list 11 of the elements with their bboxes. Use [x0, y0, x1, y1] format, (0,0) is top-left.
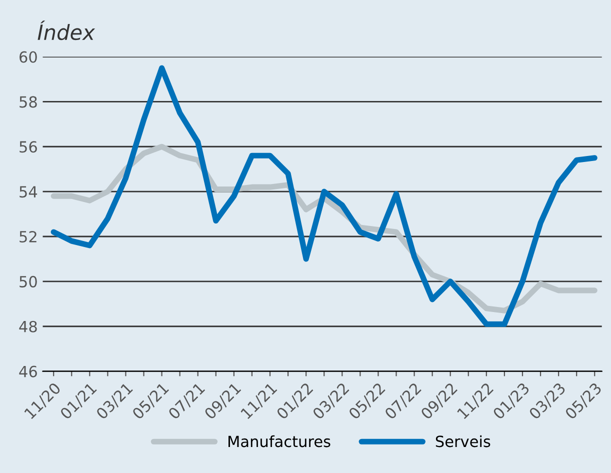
y-tick-label: 54: [20, 186, 38, 198]
y-tick-label: 52: [20, 230, 36, 243]
y-tick-label: 46: [19, 366, 37, 378]
y-tick-label: 58: [20, 96, 37, 108]
y-tick-label: 56: [20, 141, 37, 153]
y-tick-label: 48: [19, 320, 37, 332]
legend-label: Manufactures: [228, 435, 330, 448]
y-tick-label: 60: [20, 51, 37, 63]
y-axis-title: Índex: [38, 20, 96, 40]
y-tick-label: 50: [20, 276, 37, 288]
legend-label: Serveis: [436, 435, 490, 448]
